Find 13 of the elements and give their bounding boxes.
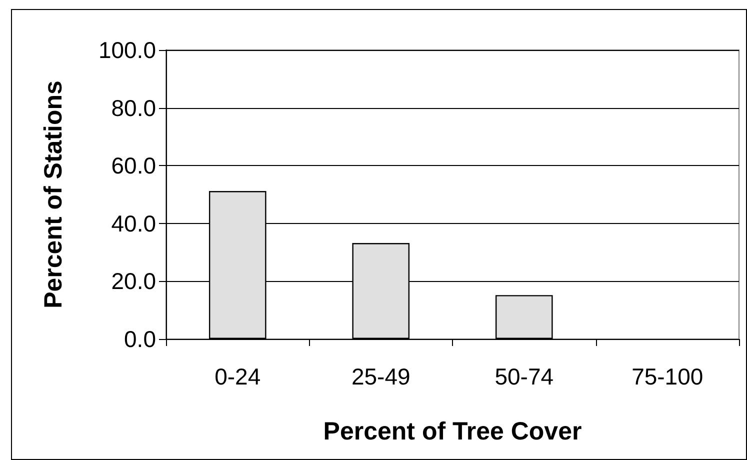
x-tick-label: 25-49 [351, 364, 410, 390]
x-tick-label: 50-74 [494, 364, 554, 390]
y-tick-label: 100.0 [98, 37, 156, 63]
bar [495, 295, 553, 339]
y-tick-label: 20.0 [111, 268, 156, 294]
y-tick-label: 0.0 [124, 326, 156, 352]
y-tick-label: 80.0 [111, 94, 156, 121]
x-axis-title: Percent of Tree Cover [323, 418, 582, 446]
x-tick-label: 0-24 [214, 364, 261, 390]
x-tick-label: 75-100 [632, 364, 704, 390]
y-tick-label: 40.0 [111, 210, 156, 236]
y-tick-label: 60.0 [111, 152, 156, 179]
y-axis-title: Percent of Stations [40, 80, 68, 308]
